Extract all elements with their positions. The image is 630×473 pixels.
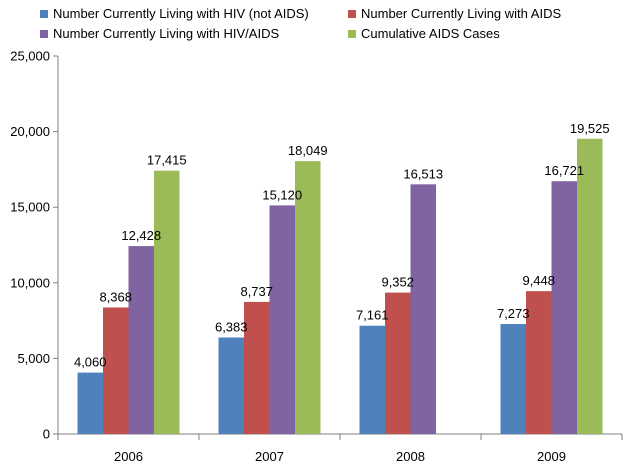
data-label: 8,368 <box>99 289 132 304</box>
data-label: 18,049 <box>288 143 328 158</box>
bar <box>244 301 270 434</box>
legend-swatch <box>40 10 48 18</box>
legend-label: Number Currently Living with HIV (not AI… <box>53 6 309 21</box>
bar <box>551 181 577 434</box>
data-label: 7,161 <box>356 308 389 323</box>
bar <box>269 205 295 434</box>
data-label: 16,513 <box>403 166 443 181</box>
bar <box>410 184 436 434</box>
bar <box>77 372 103 434</box>
data-label: 9,448 <box>522 273 555 288</box>
legend-swatch <box>348 30 356 38</box>
legend: Number Currently Living with HIV (not AI… <box>40 6 561 41</box>
bar <box>154 170 180 435</box>
data-label: 19,525 <box>570 121 610 136</box>
axes: 0 5,000 10,000 15,000 20,000 25,000 2006 2007 20… <box>10 49 623 464</box>
data-label: 9,352 <box>381 275 414 290</box>
data-label: 4,060 <box>74 355 107 370</box>
data-label: 17,415 <box>147 153 187 168</box>
data-labels: 4,060 8,368 12,428 17,415 6,383 8,737 15,120 18… <box>74 121 610 370</box>
bar <box>359 325 385 434</box>
bar <box>295 161 321 434</box>
legend-label: Number Currently Living with AIDS <box>361 6 561 21</box>
legend-swatch <box>40 30 48 38</box>
legend-swatch <box>348 10 356 18</box>
bar <box>218 337 244 434</box>
legend-label: Cumulative AIDS Cases <box>361 26 500 41</box>
y-tick-label: 20,000 <box>10 124 50 139</box>
data-label: 8,737 <box>240 284 273 299</box>
legend-label: Number Currently Living with HIV/AIDS <box>53 26 279 41</box>
bars <box>77 138 603 435</box>
data-label: 6,383 <box>215 319 248 334</box>
bar <box>577 138 603 435</box>
bar <box>500 324 526 434</box>
bar <box>128 246 154 434</box>
y-tick-label: 5,000 <box>17 351 50 366</box>
data-label: 12,428 <box>121 228 161 243</box>
data-label: 16,721 <box>544 163 584 178</box>
bar <box>385 292 411 434</box>
y-tick-label: 10,000 <box>10 275 50 290</box>
x-tick-label: 2006 <box>114 449 143 464</box>
y-tick-label: 15,000 <box>10 200 50 215</box>
x-tick-label: 2007 <box>255 449 284 464</box>
y-tick-label: 25,000 <box>10 49 50 64</box>
data-label: 15,120 <box>262 187 302 202</box>
data-label: 7,273 <box>497 306 530 321</box>
x-tick-label: 2008 <box>396 449 425 464</box>
bar <box>526 291 552 434</box>
x-tick-label: 2009 <box>537 449 566 464</box>
bar <box>103 307 129 434</box>
y-tick-label: 0 <box>43 427 50 442</box>
